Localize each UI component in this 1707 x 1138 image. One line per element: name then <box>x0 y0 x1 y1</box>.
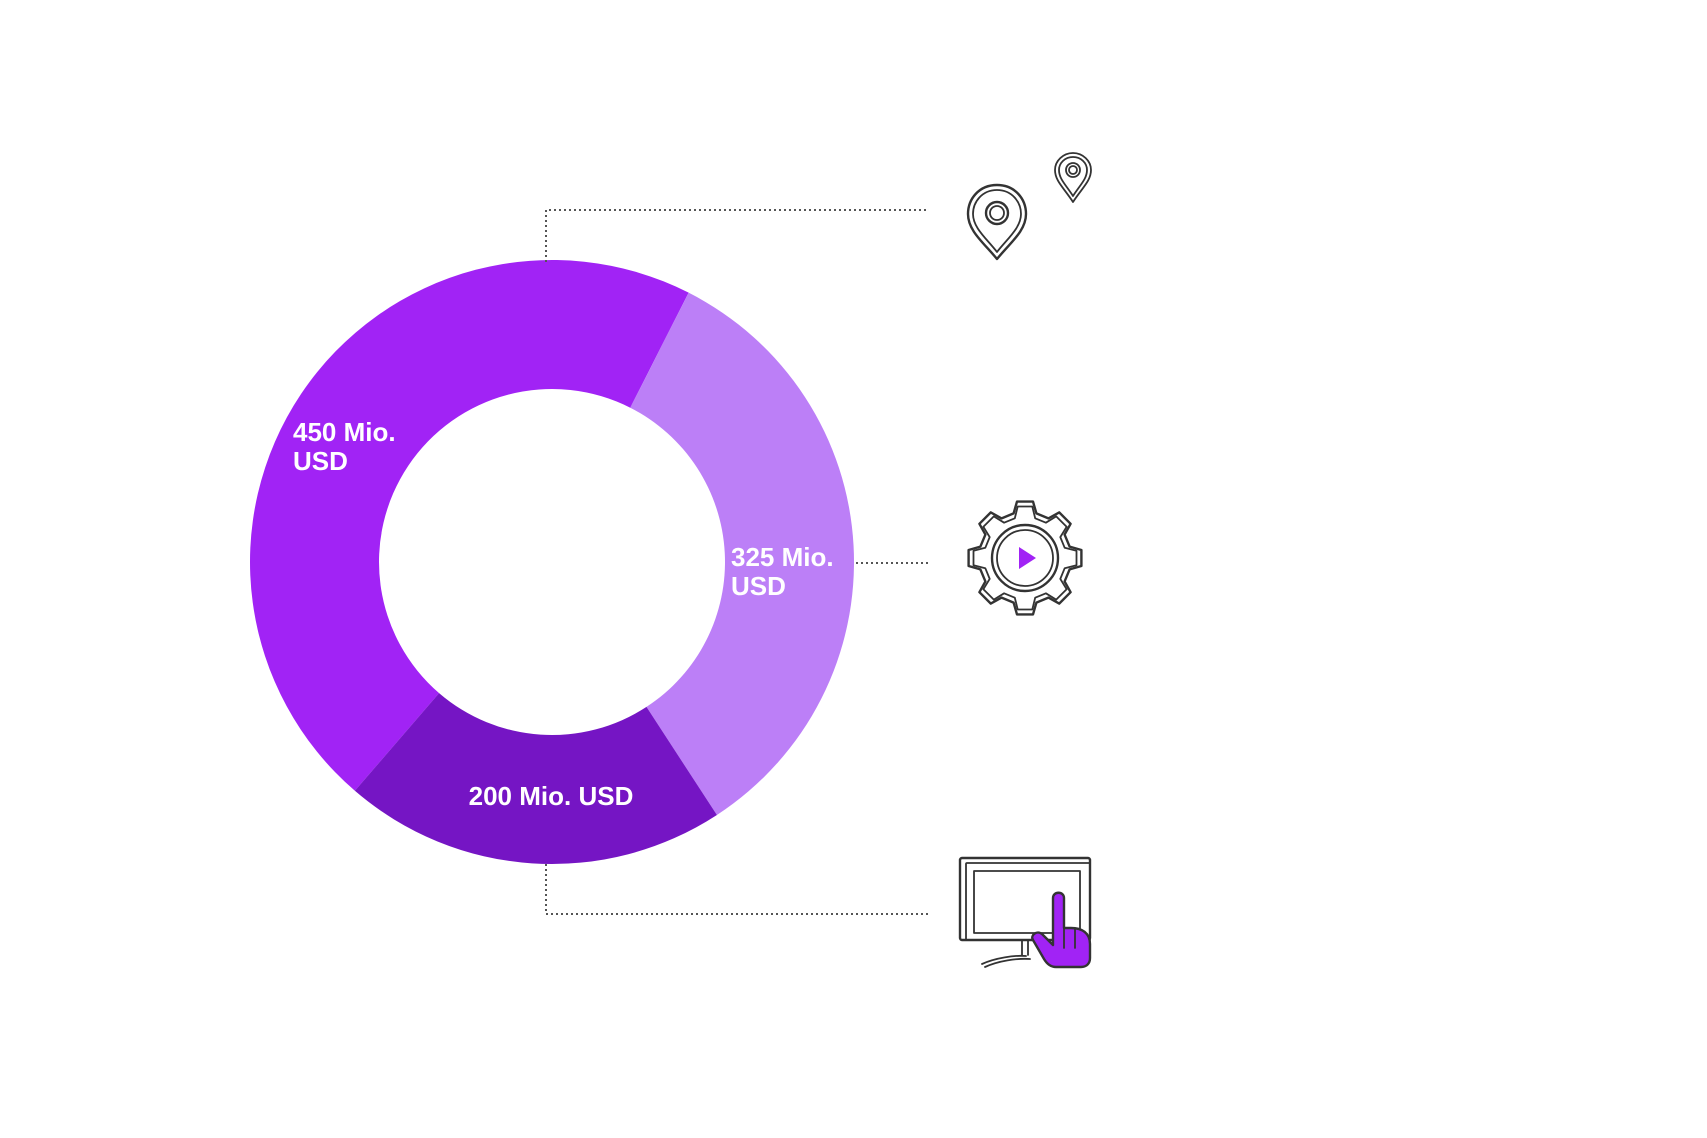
gear-play-icon <box>967 500 1083 616</box>
slice-label-450: 450 Mio. USD <box>293 417 403 476</box>
donut-slices <box>250 260 854 864</box>
slice-label-325: 325 Mio. USD <box>731 542 841 601</box>
leader-line-bottom <box>545 864 928 915</box>
donut-slice-450 <box>250 260 689 791</box>
slice-label-200: 200 Mio. USD <box>469 781 634 811</box>
leader-line-top <box>545 209 928 262</box>
map-pin-icon <box>966 152 1092 261</box>
slice-labels: 450 Mio. USD 325 Mio. USD 200 Mio. USD <box>293 417 841 811</box>
leader-lines <box>545 209 930 915</box>
donut-slice-200 <box>354 693 717 864</box>
monitor-touch-icon <box>958 856 1092 969</box>
donut-slice-325 <box>630 292 854 815</box>
play-triangle-icon <box>1019 547 1036 569</box>
